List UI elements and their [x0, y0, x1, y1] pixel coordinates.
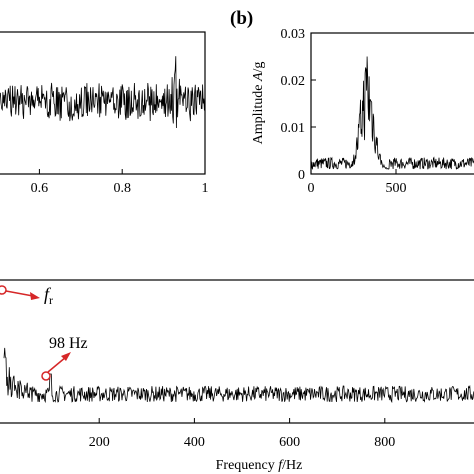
panel-b-x-tick-label: 0: [308, 181, 315, 196]
panel-c-x-axis-label: Frequency f/Hz: [216, 458, 303, 473]
panel-a: 0.6 0.8 1: [0, 31, 209, 196]
panel-b-x-ticks: 050010: [308, 169, 407, 196]
98hz-marker: [41, 371, 51, 381]
fr-arrow-line: [5, 290, 34, 297]
98hz-arrow-line: [47, 356, 67, 373]
panel-b-frame: [310, 32, 474, 175]
panel-c-x-ticks: 200 400 600 800: [89, 418, 395, 450]
panel-b-y-axis-label: Amplitude A/g: [251, 62, 266, 145]
panel-a-x-tick-label: 1: [202, 181, 209, 196]
98hz-label: 98 Hz: [49, 335, 88, 352]
panel-c-x-tick-label: 600: [279, 435, 300, 450]
panel-c-x-tick-label: 800: [374, 435, 395, 450]
panel-c-frame: [0, 279, 474, 424]
panel-b-label: (b): [230, 8, 253, 29]
panel-a-x-tick-label: 0.6: [31, 181, 49, 196]
panel-b-series-line: [310, 56, 474, 170]
panel-c-x-tick-label: 400: [184, 435, 205, 450]
panel-b-y-tick-label: 0.01: [281, 121, 306, 136]
fr-arrow-head: [30, 292, 40, 300]
panel-a-x-tick-label: 0.8: [113, 181, 131, 196]
panel-c-series-line: [3, 347, 474, 404]
panel-c-x-tick-label: 200: [89, 435, 110, 450]
panel-a-x-ticks: 0.6 0.8 1: [31, 169, 209, 196]
panel-a-series-line: [0, 56, 206, 129]
98hz-arrow-head: [61, 352, 71, 361]
panel-b-y-tick-label: 0: [298, 168, 305, 183]
panel-b-x-tick-label: 500: [386, 181, 407, 196]
panel-b-y-tick-label: 0.03: [281, 27, 306, 42]
fr-marker: [0, 285, 7, 295]
panel-b-y-tick-label: 0.02: [281, 74, 306, 89]
panel-b: (b) 00.010.020.03 050010 Amplitude A/g: [230, 8, 474, 196]
panel-b-y-ticks: 0 0.01 0.02 0.03: [281, 27, 316, 183]
fr-label: fr: [44, 284, 53, 307]
panel-c: 200 400 600 800 fr 98 Hz Frequency f/Hz: [0, 279, 474, 473]
